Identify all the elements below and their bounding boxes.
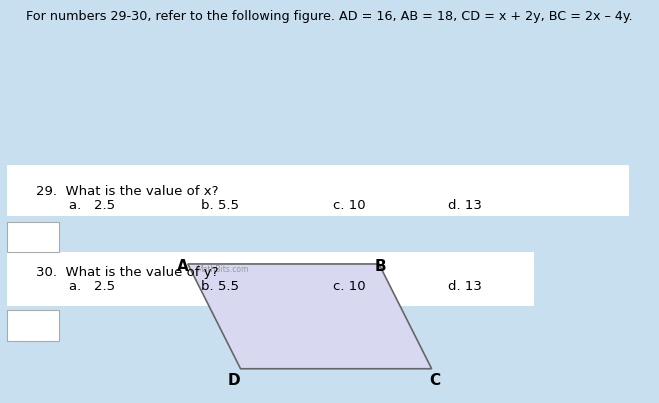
Text: a.   2.5: a. 2.5 (69, 199, 115, 212)
Text: A: A (177, 259, 189, 274)
Text: B: B (374, 259, 386, 274)
Text: C: C (430, 373, 440, 388)
Text: MathBits.com: MathBits.com (196, 265, 248, 274)
Polygon shape (188, 264, 432, 369)
Text: 30.  What is the value of y?: 30. What is the value of y? (36, 266, 219, 278)
Text: b. 5.5: b. 5.5 (201, 280, 239, 293)
Text: d. 13: d. 13 (448, 280, 482, 293)
Text: 29.  What is the value of x?: 29. What is the value of x? (36, 185, 219, 198)
FancyBboxPatch shape (7, 222, 59, 252)
FancyBboxPatch shape (7, 310, 59, 341)
Text: For numbers 29-30, refer to the following figure. AD = 16, AB = 18, CD = x + 2y,: For numbers 29-30, refer to the followin… (26, 10, 633, 23)
Text: c. 10: c. 10 (333, 280, 366, 293)
Text: D: D (227, 373, 241, 388)
Text: d. 13: d. 13 (448, 199, 482, 212)
FancyBboxPatch shape (7, 252, 534, 306)
Text: c. 10: c. 10 (333, 199, 366, 212)
Text: b. 5.5: b. 5.5 (201, 199, 239, 212)
FancyBboxPatch shape (7, 165, 629, 216)
Text: a.   2.5: a. 2.5 (69, 280, 115, 293)
